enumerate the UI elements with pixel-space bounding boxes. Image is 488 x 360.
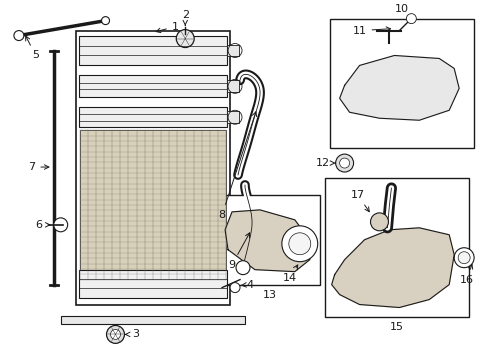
Circle shape	[54, 218, 67, 232]
Text: 6: 6	[35, 220, 50, 230]
Bar	[79, 75, 226, 97]
Text: 1: 1	[156, 22, 179, 33]
Text: 5: 5	[25, 36, 39, 60]
Text: 10: 10	[394, 4, 407, 14]
Polygon shape	[224, 210, 309, 272]
Bar	[324, 178, 468, 318]
Circle shape	[110, 329, 120, 339]
Polygon shape	[331, 228, 453, 307]
Polygon shape	[339, 55, 458, 120]
Text: 12: 12	[315, 158, 335, 168]
Circle shape	[229, 283, 240, 293]
Text: 15: 15	[388, 323, 403, 332]
Bar	[226, 45, 239, 57]
Bar	[61, 316, 244, 324]
Circle shape	[335, 154, 353, 172]
Text: 16: 16	[459, 264, 473, 285]
Bar	[79, 107, 226, 127]
Bar	[226, 111, 239, 123]
Bar	[79, 270, 226, 298]
Circle shape	[281, 226, 317, 262]
Bar	[80, 130, 225, 280]
Circle shape	[339, 158, 349, 168]
Circle shape	[457, 252, 469, 264]
Text: 3: 3	[125, 329, 139, 339]
Bar	[220, 195, 319, 285]
Circle shape	[370, 213, 387, 231]
Text: 11: 11	[352, 26, 390, 36]
Text: 8: 8	[218, 112, 256, 220]
Bar	[226, 80, 239, 92]
Circle shape	[14, 31, 24, 41]
Bar	[79, 36, 226, 66]
Text: 14: 14	[282, 265, 297, 283]
Circle shape	[176, 30, 194, 48]
Text: 2: 2	[182, 10, 188, 25]
Circle shape	[453, 248, 473, 268]
Circle shape	[406, 14, 415, 24]
Bar	[329, 19, 473, 148]
Circle shape	[288, 233, 310, 255]
Text: 13: 13	[263, 289, 276, 300]
Circle shape	[106, 325, 124, 343]
Text: 9: 9	[228, 233, 249, 270]
Circle shape	[102, 17, 109, 24]
Bar	[76, 31, 229, 305]
Circle shape	[236, 261, 249, 275]
Text: 4: 4	[241, 280, 253, 289]
Text: 7: 7	[28, 162, 49, 172]
Text: 17: 17	[350, 190, 368, 212]
